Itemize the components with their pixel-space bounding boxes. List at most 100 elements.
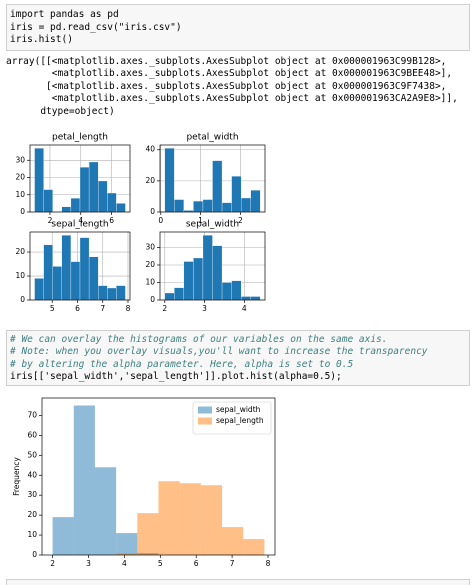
bar: [70, 261, 81, 301]
bar: [183, 261, 194, 301]
code-line: iris.hist(): [10, 34, 73, 45]
code-cell[interactable]: [6, 4, 470, 51]
bar: [164, 148, 175, 213]
x-tick-label: 0: [158, 216, 163, 225]
bar: [222, 527, 244, 555]
x-tick-label: 2: [48, 216, 53, 225]
x-tick-label: 2: [50, 559, 55, 568]
bar: [137, 513, 159, 555]
bar: [52, 517, 74, 555]
code-cell[interactable]: [6, 330, 470, 386]
x-tick-label: 6: [109, 216, 114, 225]
bar: [98, 285, 108, 301]
y-tick-label: 10: [27, 530, 37, 539]
bar: [164, 292, 175, 301]
legend-swatch: [198, 417, 212, 425]
y-tick-label: 40: [27, 470, 37, 479]
x-tick-label: 8: [126, 304, 131, 313]
bar: [116, 285, 126, 301]
bar: [98, 180, 108, 213]
output-line: [<matplotlib.axes._subplots.AxesSubplot …: [6, 80, 447, 92]
bar: [174, 287, 185, 301]
x-tick-label: 2: [162, 304, 167, 313]
x-tick-label: 5: [50, 304, 55, 313]
bar: [88, 161, 99, 213]
y-tick-label: 20: [145, 176, 155, 185]
y-tick-label: 0: [20, 207, 25, 216]
y-tick-label: 0: [20, 295, 25, 304]
chart-title: sepal_length: [51, 220, 108, 230]
x-tick-label: 8: [266, 559, 271, 568]
y-tick-label: 40: [145, 145, 155, 154]
code-line: iris[['sepal_width','sepal_length']].plo…: [10, 370, 342, 382]
x-tick-label: 3: [202, 304, 207, 313]
y-tick-label: 50: [27, 450, 37, 459]
legend-box: [192, 401, 272, 435]
output-line: <matplotlib.axes._subplots.AxesSubplot o…: [6, 93, 458, 105]
bar: [202, 235, 213, 301]
bar: [158, 481, 180, 555]
comment-line: # We can overlay the histograms of our v…: [10, 334, 388, 345]
y-tick-label: 70: [27, 410, 37, 419]
y-tick-label: 10: [145, 277, 155, 286]
x-tick-label: 4: [78, 216, 83, 225]
bar: [43, 189, 53, 213]
legend-label: sepal_length: [216, 416, 264, 425]
bar: [88, 256, 99, 301]
y-tick-label: 60: [27, 430, 37, 439]
bar: [193, 257, 204, 301]
x-tick-label: 1: [198, 216, 203, 225]
bar: [193, 200, 204, 213]
output-line: dtype=object): [6, 105, 115, 117]
bar: [200, 485, 223, 555]
x-tick-label: 4: [122, 559, 127, 568]
axes-frame: [159, 144, 266, 213]
bar: [212, 160, 223, 213]
bar: [202, 199, 213, 213]
bar: [221, 202, 232, 213]
bar: [116, 533, 138, 555]
bar: [231, 176, 242, 213]
bar: [34, 278, 44, 301]
bar: [221, 282, 232, 301]
output-line: array([[<matplotlib.axes._subplots.AxesS…: [6, 56, 447, 67]
y-tick-label: 10: [15, 271, 25, 280]
y-tick-label: 20: [15, 247, 25, 256]
x-tick-label: 4: [242, 304, 247, 313]
x-tick-label: 6: [194, 559, 199, 568]
y-tick-label: 10: [15, 190, 25, 199]
y-tick-label: 20: [27, 510, 37, 519]
x-tick-label: 2: [238, 216, 243, 225]
y-tick-label: 20: [15, 173, 25, 182]
bar: [107, 192, 117, 213]
bar: [43, 244, 53, 301]
x-tick-label: 3: [86, 559, 91, 568]
comment-line: # by altering the alpha parameter. Here,…: [10, 358, 354, 370]
bar: [250, 296, 261, 301]
axes-frame: [29, 231, 131, 301]
bar: [116, 203, 126, 213]
y-tick-label: 30: [27, 490, 37, 499]
x-tick-label: 7: [230, 559, 235, 568]
axes-frame: [159, 231, 266, 301]
y-tick-label: 0: [150, 207, 155, 216]
comment-line: # Note: when you overlay visuals,you'll …: [10, 346, 428, 358]
axes-frame: [41, 397, 276, 556]
y-tick-label: 0: [32, 550, 37, 559]
bar: [179, 483, 201, 555]
x-tick-label: 7: [100, 304, 105, 313]
legend-label: sepal_width: [216, 405, 261, 414]
bar: [240, 296, 251, 301]
chart-title: petal_length: [52, 133, 108, 143]
y-tick-label: 30: [15, 155, 25, 164]
bar: [61, 206, 72, 213]
output-line: <matplotlib.axes._subplots.AxesSubplot o…: [6, 68, 453, 80]
bar: [174, 199, 185, 213]
code-cell[interactable]: [6, 579, 470, 585]
bar: [94, 467, 117, 555]
bar: [212, 245, 223, 301]
y-tick-label: 20: [145, 260, 155, 269]
chart-title: petal_width: [186, 133, 238, 143]
